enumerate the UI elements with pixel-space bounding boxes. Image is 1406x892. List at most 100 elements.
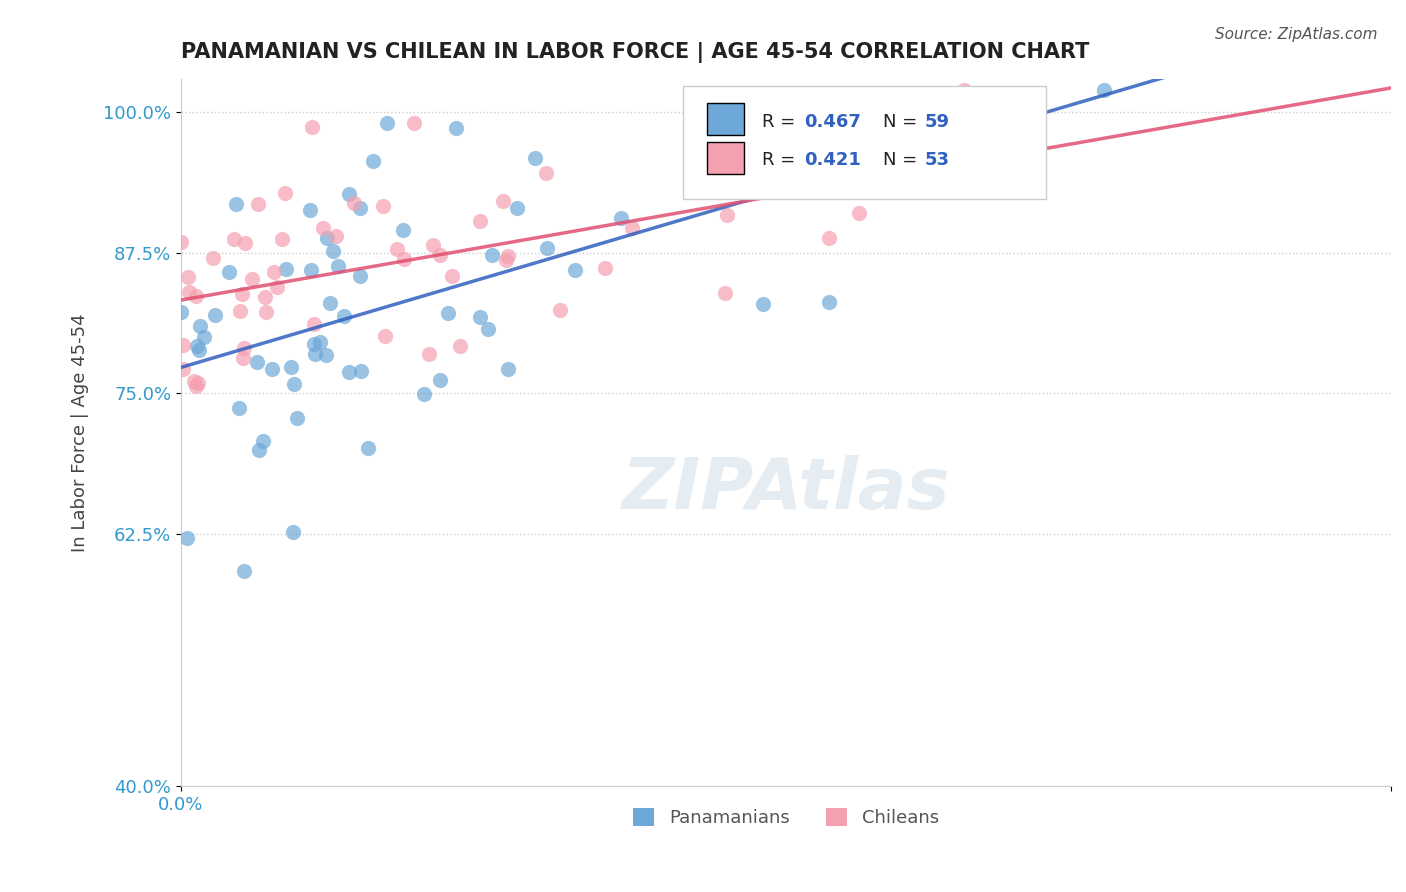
- Point: [349, 269, 371, 284]
- Text: ZIPAtlas: ZIPAtlas: [621, 455, 950, 524]
- Point: [245, 355, 267, 369]
- Point: [593, 260, 616, 275]
- Point: [325, 229, 347, 244]
- Point: [318, 296, 340, 310]
- Point: [177, 285, 200, 299]
- Point: [496, 362, 519, 376]
- Point: [193, 330, 215, 344]
- Point: [449, 339, 471, 353]
- Point: [229, 303, 252, 318]
- Legend: Panamanians, Chileans: Panamanians, Chileans: [626, 800, 946, 834]
- Point: [394, 252, 416, 267]
- Point: [301, 120, 323, 134]
- Point: [326, 259, 349, 273]
- Point: [817, 295, 839, 310]
- Point: [276, 262, 298, 277]
- Point: [374, 328, 396, 343]
- Point: [281, 524, 304, 539]
- Point: [413, 386, 436, 401]
- Point: [204, 308, 226, 322]
- Point: [564, 263, 586, 277]
- Point: [402, 115, 425, 129]
- Point: [172, 362, 194, 376]
- Point: [749, 162, 772, 177]
- Point: [186, 339, 208, 353]
- Point: [498, 249, 520, 263]
- Point: [302, 337, 325, 351]
- Point: [429, 373, 451, 387]
- Point: [714, 286, 737, 301]
- Point: [375, 116, 398, 130]
- Point: [263, 265, 285, 279]
- Point: [170, 235, 193, 249]
- Point: [418, 347, 440, 361]
- Point: [183, 374, 205, 388]
- Point: [177, 269, 200, 284]
- Point: [620, 220, 643, 235]
- Text: 0.467: 0.467: [804, 113, 860, 131]
- Point: [235, 236, 257, 251]
- Text: 0.421: 0.421: [804, 151, 860, 169]
- Point: [218, 265, 240, 279]
- Point: [240, 271, 263, 285]
- Point: [299, 263, 322, 277]
- Point: [231, 286, 253, 301]
- Point: [184, 289, 207, 303]
- Point: [429, 248, 451, 262]
- Point: [188, 319, 211, 334]
- Point: [309, 334, 332, 349]
- Point: [343, 196, 366, 211]
- Point: [492, 194, 515, 208]
- Point: [225, 196, 247, 211]
- FancyBboxPatch shape: [683, 86, 1046, 199]
- Point: [337, 187, 360, 202]
- Point: [896, 101, 918, 115]
- Text: R =: R =: [762, 151, 801, 169]
- Point: [283, 376, 305, 391]
- Point: [953, 83, 976, 97]
- Point: [477, 322, 499, 336]
- Point: [349, 201, 371, 215]
- Point: [506, 201, 529, 215]
- Y-axis label: In Labor Force | Age 45-54: In Labor Force | Age 45-54: [72, 313, 89, 552]
- Point: [315, 231, 337, 245]
- Point: [233, 564, 256, 578]
- Point: [333, 309, 356, 323]
- Point: [252, 434, 274, 449]
- Point: [271, 232, 294, 246]
- Point: [266, 279, 288, 293]
- Point: [274, 186, 297, 201]
- Point: [610, 211, 633, 225]
- Point: [468, 214, 491, 228]
- Point: [187, 376, 209, 390]
- Point: [170, 305, 193, 319]
- Text: N =: N =: [883, 151, 922, 169]
- Point: [312, 220, 335, 235]
- Point: [422, 238, 444, 252]
- Point: [392, 223, 415, 237]
- Text: R =: R =: [762, 113, 801, 131]
- Point: [337, 365, 360, 379]
- Point: [444, 120, 467, 135]
- Point: [387, 242, 409, 256]
- Point: [224, 232, 246, 246]
- Point: [818, 231, 841, 245]
- Point: [247, 443, 270, 458]
- Point: [298, 203, 321, 218]
- Point: [285, 410, 308, 425]
- Point: [848, 206, 870, 220]
- Point: [524, 151, 547, 165]
- Point: [322, 244, 344, 259]
- Point: [357, 441, 380, 455]
- Point: [350, 363, 373, 377]
- Point: [495, 252, 517, 267]
- Point: [716, 208, 738, 222]
- Point: [751, 297, 773, 311]
- Point: [202, 251, 225, 265]
- Point: [441, 269, 464, 284]
- Point: [481, 248, 503, 262]
- Point: [172, 338, 194, 352]
- Point: [371, 199, 394, 213]
- Text: 53: 53: [925, 151, 950, 169]
- Point: [468, 310, 491, 325]
